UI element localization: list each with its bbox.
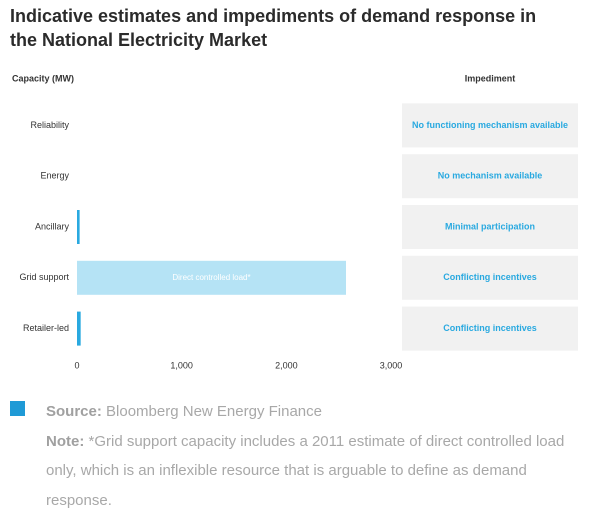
impediment: No functioning mechanism available (412, 120, 568, 130)
bar-label: Direct controlled load* (172, 273, 250, 282)
chart: Indicative estimates and impediments of … (0, 0, 600, 390)
impediment: Minimal participation (445, 221, 535, 231)
impediment: Conflicting incentives (443, 323, 537, 333)
axis-label: Capacity (MW) (12, 73, 74, 83)
bar (77, 210, 80, 244)
footnote: Source: Bloomberg New Energy Finance Not… (46, 397, 566, 515)
x-tick-label: 1,000 (170, 360, 193, 370)
column-header: Impediment (465, 73, 516, 83)
bar (77, 312, 81, 346)
note: Note: *Grid support capacity includes a … (46, 427, 566, 515)
impediment: No mechanism available (438, 171, 543, 181)
legend-swatch (10, 401, 25, 416)
y-tick-label: Retailer-led (23, 323, 69, 333)
y-tick-label: Grid support (19, 272, 69, 282)
impediment: Conflicting incentives (443, 272, 537, 282)
x-tick-label: 3,000 (380, 360, 403, 370)
x-tick-label: 0 (74, 360, 79, 370)
y-tick-label: Reliability (30, 120, 69, 130)
y-tick-label: Ancillary (35, 221, 70, 231)
note-text: *Grid support capacity includes a 2011 e… (46, 433, 564, 509)
chart-title: the National Electricity Market (10, 30, 267, 50)
source-label: Source: (46, 403, 102, 420)
x-tick-label: 2,000 (275, 360, 298, 370)
note-label: Note: (46, 433, 84, 450)
chart-title: Indicative estimates and impediments of … (10, 6, 536, 26)
y-tick-label: Energy (40, 171, 69, 181)
source-text: Bloomberg New Energy Finance (106, 403, 322, 420)
source: Source: Bloomberg New Energy Finance (46, 397, 566, 427)
